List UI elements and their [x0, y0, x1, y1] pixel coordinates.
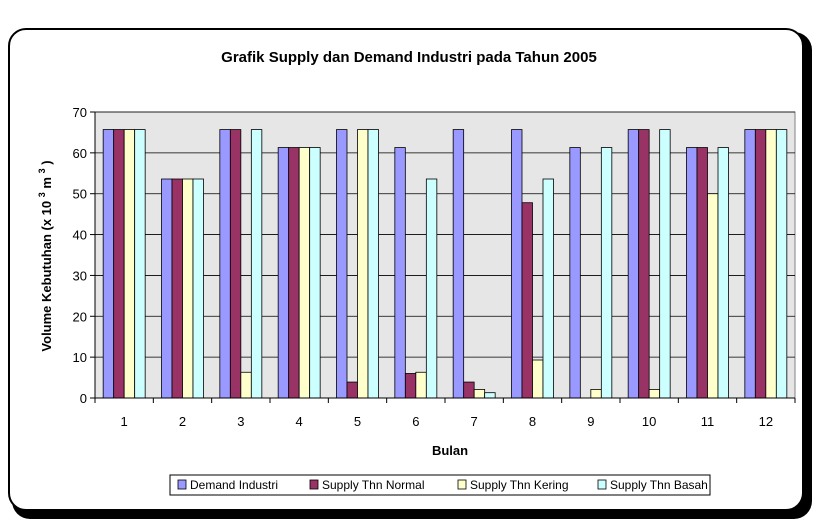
bar-8-s1 — [511, 129, 523, 399]
bar-8-s4 — [542, 178, 554, 399]
x-tick-label: 12 — [759, 414, 773, 429]
bar-4-s3 — [298, 147, 311, 399]
x-tick-label: 1 — [121, 414, 128, 429]
bar-2-s3 — [182, 178, 194, 399]
legend-swatch-3 — [457, 479, 467, 490]
y-tick-label: 20 — [73, 309, 87, 324]
bar-6-s1 — [394, 147, 406, 399]
legend-swatch-1 — [177, 479, 187, 490]
bar-9-s1 — [569, 147, 581, 399]
bar-1-s1 — [102, 129, 115, 399]
legend-label-2: Supply Thn Normal — [322, 478, 425, 492]
bar-12-s4 — [775, 129, 788, 399]
chart-title: Grafik Supply dan Demand Industri pada T… — [221, 49, 597, 66]
y-axis-title-unit: m — [39, 177, 54, 189]
y-tick-label: 70 — [73, 105, 87, 120]
legend-box — [169, 474, 711, 496]
bar-4-s2 — [288, 147, 300, 399]
bar-12-s2 — [754, 129, 767, 399]
bar-11-s3 — [707, 193, 719, 399]
y-axis-title-unit-super: 3 — [37, 168, 47, 173]
y-tick-label: 0 — [80, 391, 87, 406]
y-tick-label: 60 — [73, 146, 87, 161]
bar-1-s4 — [134, 129, 146, 399]
bar-5-s2 — [346, 381, 358, 399]
bar-5-s4 — [367, 129, 379, 399]
bar-7-s3 — [473, 389, 486, 399]
y-axis-title: Volume Kebutuhan (x 10 3 m 3 ) — [33, 160, 54, 351]
bar-6-s2 — [404, 373, 417, 399]
bar-8-s3 — [532, 359, 544, 399]
legend-label-4: Supply Thn Basah — [610, 478, 708, 492]
x-tick-label: 2 — [179, 414, 186, 429]
bar-5-s1 — [336, 129, 348, 399]
y-tick-label: 50 — [73, 187, 87, 202]
grid-lines — [95, 111, 795, 358]
y-tick-label: 30 — [73, 268, 87, 283]
bar-9-s4 — [600, 147, 613, 399]
bar-2-s2 — [171, 178, 183, 399]
y-axis-title-main: Volume Kebutuhan (x 10 — [39, 201, 54, 352]
bar-10-s1 — [627, 129, 640, 399]
x-tick-label: 6 — [412, 414, 419, 429]
bar-5-s3 — [357, 129, 369, 399]
x-tick-label: 4 — [296, 414, 303, 429]
x-tick-labels: 1 2 3 4 5 6 7 8 9 10 11 12 — [121, 414, 774, 429]
y-tick-label: 10 — [73, 350, 87, 365]
bar-12-s1 — [744, 129, 756, 399]
x-tick-label: 11 — [701, 414, 715, 429]
svg-text:Volume Kebutuhan (x 10 3: Volume Kebutuhan (x 10 3 m 3 ) — [33, 160, 54, 351]
y-axis-title-close: ) — [39, 160, 54, 164]
legend-swatch-2 — [309, 479, 319, 490]
bar-2-s1 — [161, 178, 173, 399]
bar-4-s4 — [309, 147, 321, 399]
bar-12-s3 — [765, 129, 777, 399]
legend-swatch-4 — [597, 479, 607, 490]
axes — [90, 111, 796, 403]
x-tick-label: 8 — [529, 414, 536, 429]
bar-9-s3 — [590, 389, 602, 399]
bar-10-s4 — [659, 129, 671, 399]
x-axis-title: Bulan — [432, 443, 468, 458]
bar-3-s3 — [240, 371, 252, 399]
x-tick-label: 9 — [587, 414, 594, 429]
x-tick-label: 10 — [642, 414, 656, 429]
bar-7-s2 — [463, 381, 475, 399]
bar-3-s1 — [219, 129, 231, 399]
legend-label-1: Demand Industri — [190, 478, 278, 492]
y-tick-label: 40 — [73, 228, 87, 243]
bar-10-s3 — [648, 389, 661, 399]
bar-7-s4 — [484, 392, 496, 399]
bar-11-s4 — [717, 147, 729, 399]
bar-3-s4 — [250, 129, 263, 399]
bar-11-s2 — [696, 147, 708, 399]
y-tick-labels: 0 10 20 30 40 50 60 70 — [73, 105, 87, 406]
x-tick-label: 3 — [237, 414, 244, 429]
bar-2-s4 — [192, 178, 204, 399]
bars — [102, 129, 788, 399]
bar-6-s3 — [415, 371, 427, 399]
bar-8-s2 — [521, 202, 533, 399]
bar-1-s2 — [113, 129, 125, 399]
bar-3-s2 — [229, 129, 242, 399]
legend-label-3: Supply Thn Kering — [470, 478, 569, 492]
bar-6-s4 — [425, 178, 438, 399]
x-tick-label: 7 — [471, 414, 478, 429]
bar-1-s3 — [123, 129, 136, 399]
bar-7-s1 — [452, 129, 465, 399]
bar-4-s1 — [277, 147, 290, 399]
x-tick-label: 5 — [354, 414, 361, 429]
y-axis-title-super: 3 — [37, 192, 47, 197]
bar-11-s1 — [686, 147, 698, 399]
legend: Demand Industri Supply Thn Normal Supply T… — [169, 474, 711, 496]
bar-10-s2 — [638, 129, 650, 399]
